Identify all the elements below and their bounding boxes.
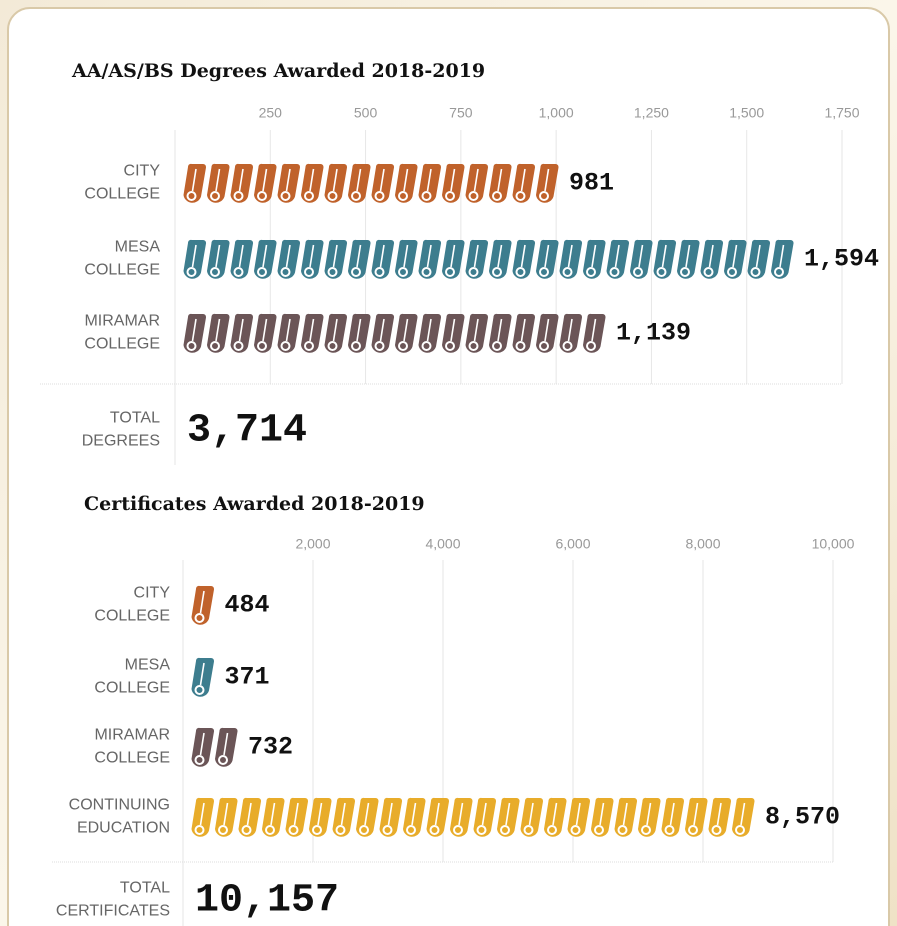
category-label: CITY COLLEGE (94, 585, 170, 625)
x-tick-label: 750 (449, 105, 473, 121)
value-label: 1,139 (616, 319, 691, 348)
value-label: 371 (225, 663, 270, 692)
chart-title: AA/AS/BS Degrees Awarded 2018-2019 (71, 60, 485, 82)
total-value: 10,157 (195, 879, 339, 924)
value-label: 8,570 (765, 803, 840, 832)
x-tick-label: 2,000 (295, 536, 330, 552)
x-tick-label: 1,000 (539, 105, 574, 121)
total-value: 3,714 (187, 409, 307, 454)
category-label: MESA COLLEGE (94, 657, 170, 697)
x-tick-label: 1,750 (824, 105, 859, 121)
x-tick-label: 6,000 (555, 536, 590, 552)
x-tick-label: 250 (259, 105, 283, 121)
category-label: MIRAMAR COLLEGE (94, 727, 170, 767)
total-label: TOTAL CERTIFICATES (56, 880, 170, 920)
category-label: CONTINUING EDUCATION (69, 797, 170, 837)
x-tick-label: 500 (354, 105, 378, 121)
chart-title: Certificates Awarded 2018-2019 (84, 493, 425, 515)
value-label: 981 (569, 169, 614, 198)
value-label: 732 (248, 733, 293, 762)
x-tick-label: 1,250 (634, 105, 669, 121)
value-label: 1,594 (804, 245, 879, 274)
total-label: TOTAL DEGREES (82, 410, 160, 450)
card (7, 7, 890, 926)
category-label: MIRAMAR COLLEGE (84, 313, 160, 353)
category-label: CITY COLLEGE (84, 163, 160, 203)
value-label: 484 (225, 591, 270, 620)
category-label: MESA COLLEGE (84, 239, 160, 279)
x-tick-label: 8,000 (685, 536, 720, 552)
x-tick-label: 1,500 (729, 105, 764, 121)
x-tick-label: 4,000 (425, 536, 460, 552)
x-tick-label: 10,000 (812, 536, 855, 552)
